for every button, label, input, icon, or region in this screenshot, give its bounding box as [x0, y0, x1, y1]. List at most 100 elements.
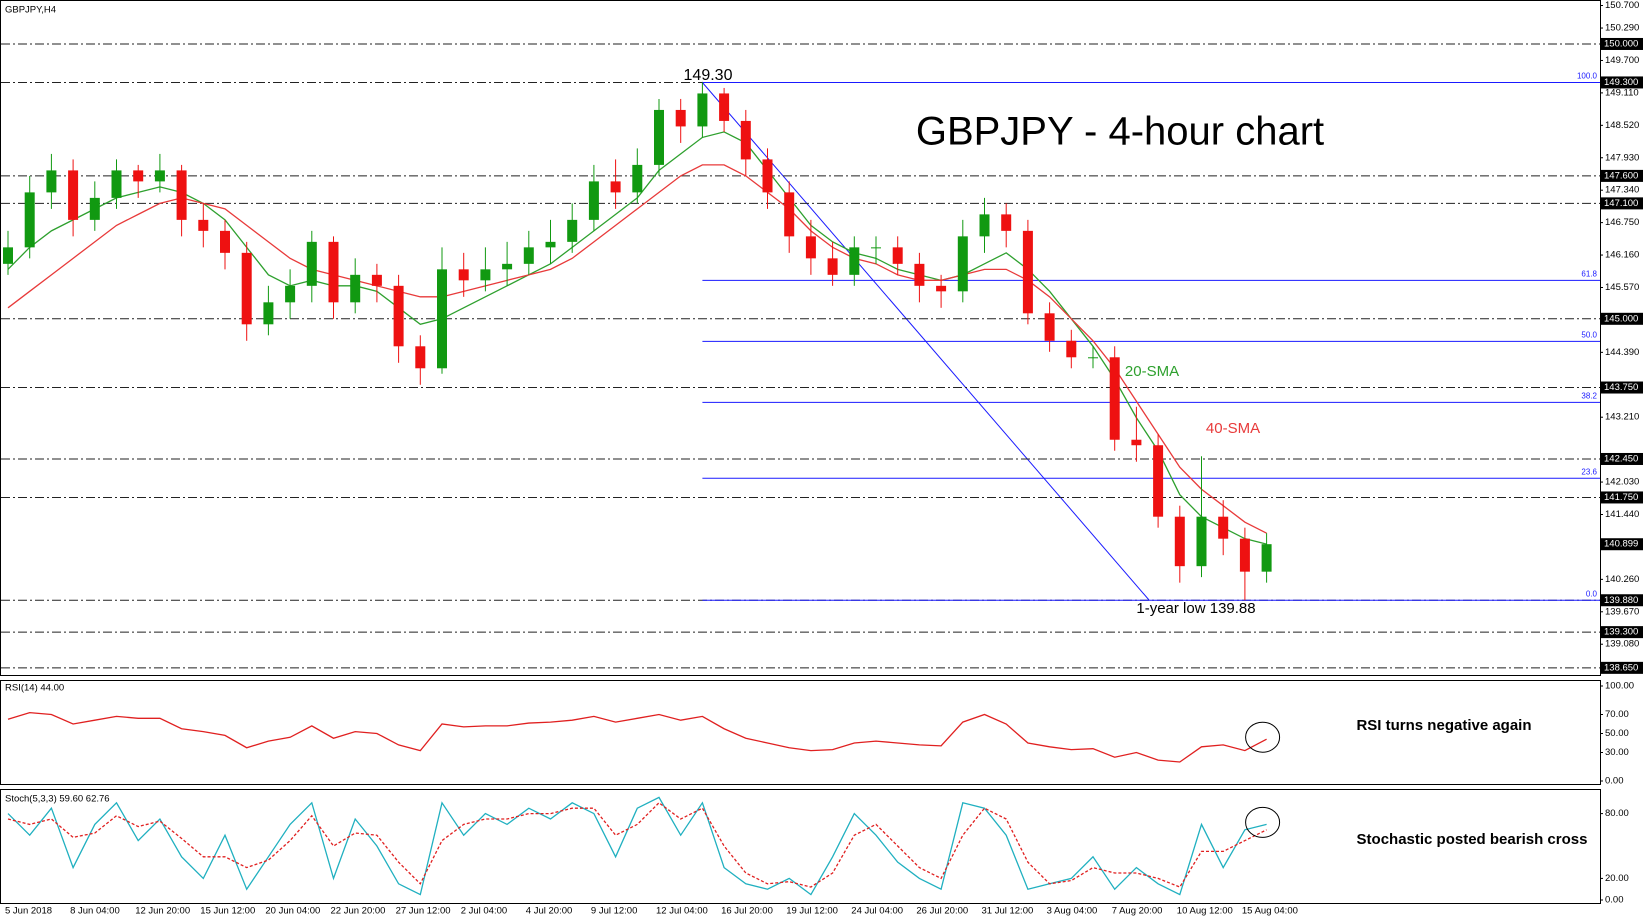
- candle-body: [458, 269, 469, 281]
- candle-body: [502, 263, 513, 270]
- fib-label: 61.8: [1581, 269, 1597, 278]
- chart-symbol: GBPJPY,H4: [5, 5, 56, 16]
- candle-body: [1239, 538, 1250, 572]
- candle-body: [371, 274, 382, 286]
- last-price-label: 140.899: [1604, 539, 1638, 550]
- y-tick-label: 30.00: [1605, 747, 1629, 758]
- level-label: 141.750: [1604, 492, 1638, 503]
- y-tick-label: 142.030: [1605, 477, 1639, 488]
- y-tick-label: 148.520: [1605, 120, 1639, 131]
- candle-body: [610, 181, 621, 193]
- level-box: [1601, 452, 1643, 465]
- candle-body: [89, 197, 100, 220]
- candle-body: [176, 170, 187, 220]
- candle-body: [1066, 340, 1077, 358]
- y-tick-label: 149.700: [1605, 55, 1639, 66]
- x-tick-label: 31 Jul 12:00: [982, 906, 1034, 917]
- fib-label: 50.0: [1581, 330, 1597, 339]
- y-tick-label: 141.440: [1605, 509, 1639, 520]
- candle-body: [393, 285, 404, 347]
- y-tick-label: 80.00: [1605, 808, 1629, 819]
- candle-body: [133, 170, 144, 182]
- candle-body: [263, 302, 274, 325]
- y-tick-label: 144.390: [1605, 347, 1639, 358]
- x-tick-label: 4 Jul 20:00: [526, 906, 572, 917]
- candle-body: [1218, 516, 1229, 539]
- candle-body: [827, 258, 838, 275]
- candle-body: [111, 170, 122, 198]
- candle-body: [805, 236, 816, 259]
- y-tick-label: 147.340: [1605, 185, 1639, 196]
- level-box: [1601, 197, 1643, 210]
- y-tick-label: 139.670: [1605, 606, 1639, 617]
- candle-body: [241, 252, 252, 325]
- candle-body: [68, 170, 79, 220]
- candle-body: [588, 181, 599, 220]
- candle-body: [545, 241, 556, 248]
- candle-body: [1131, 439, 1142, 446]
- candle-body: [220, 230, 230, 253]
- y-tick-label: 143.210: [1605, 412, 1639, 423]
- x-tick-label: 5 Jun 2018: [5, 906, 52, 917]
- series-label: 40-SMA: [1206, 420, 1260, 437]
- x-tick-label: 26 Jul 20:00: [916, 906, 968, 917]
- y-tick-label: 20.00: [1605, 873, 1629, 884]
- level-box: [1601, 76, 1643, 89]
- candle-body: [871, 247, 881, 249]
- y-tick-label: 150.290: [1605, 23, 1639, 34]
- candle-body: [675, 109, 686, 127]
- candle-body: [437, 269, 447, 369]
- candle-body: [762, 159, 773, 193]
- candle-body: [957, 236, 968, 292]
- level-label: 147.100: [1604, 198, 1638, 209]
- candle-body: [415, 346, 426, 369]
- candle-body: [719, 93, 730, 121]
- fib-label: 100.0: [1577, 72, 1598, 81]
- candle-body: [1261, 544, 1272, 572]
- candle-body: [1153, 445, 1164, 517]
- series-label: 20-SMA: [1125, 363, 1179, 380]
- fib-label: 23.6: [1581, 467, 1597, 476]
- candle-body: [1109, 357, 1120, 440]
- candle-body: [849, 247, 860, 275]
- y-tick-label: 139.080: [1605, 639, 1639, 650]
- candle-body: [1044, 313, 1055, 341]
- candle-body: [3, 247, 13, 264]
- candle-body: [198, 219, 209, 231]
- candle-body: [567, 219, 578, 242]
- rsi-panel: [0, 680, 1601, 785]
- highlight-circle: [1245, 806, 1281, 838]
- x-tick-label: 27 Jun 12:00: [396, 906, 451, 917]
- level-box: [1601, 169, 1643, 182]
- x-tick-label: 9 Jul 12:00: [591, 906, 637, 917]
- series-line: [7, 164, 1267, 534]
- level-box: [1601, 37, 1643, 50]
- fib-label: 0.0: [1586, 589, 1598, 598]
- y-tick-label: 70.00: [1605, 709, 1629, 720]
- level-box: [1601, 626, 1643, 639]
- candle-body: [24, 192, 35, 248]
- candle-body: [654, 109, 664, 165]
- level-box: [1601, 661, 1643, 674]
- candle-body: [1001, 214, 1012, 231]
- x-tick-label: 8 Jun 04:00: [70, 906, 120, 917]
- x-tick-label: 7 Aug 20:00: [1112, 906, 1163, 917]
- level-label: 139.880: [1604, 595, 1638, 606]
- x-tick-label: 15 Aug 04:00: [1242, 906, 1298, 917]
- candle-body: [285, 285, 296, 303]
- x-tick-label: 15 Jun 12:00: [200, 906, 255, 917]
- x-tick-label: 22 Jun 20:00: [331, 906, 386, 917]
- candle-body: [1174, 516, 1185, 567]
- stoch-annotation: Stochastic posted bearish cross: [1357, 831, 1588, 848]
- highlight-circle: [1245, 721, 1281, 753]
- y-tick-label: 50.00: [1605, 728, 1629, 739]
- level-box: [1601, 594, 1643, 607]
- candle-body: [697, 93, 708, 127]
- candle-body: [1088, 357, 1098, 359]
- y-tick-label: 146.160: [1605, 250, 1639, 261]
- y-tick-label: 150.700: [1605, 0, 1639, 11]
- y-tick-label: 140.260: [1605, 574, 1639, 585]
- y-tick-label: 0.00: [1605, 895, 1624, 906]
- candle-body: [979, 214, 990, 237]
